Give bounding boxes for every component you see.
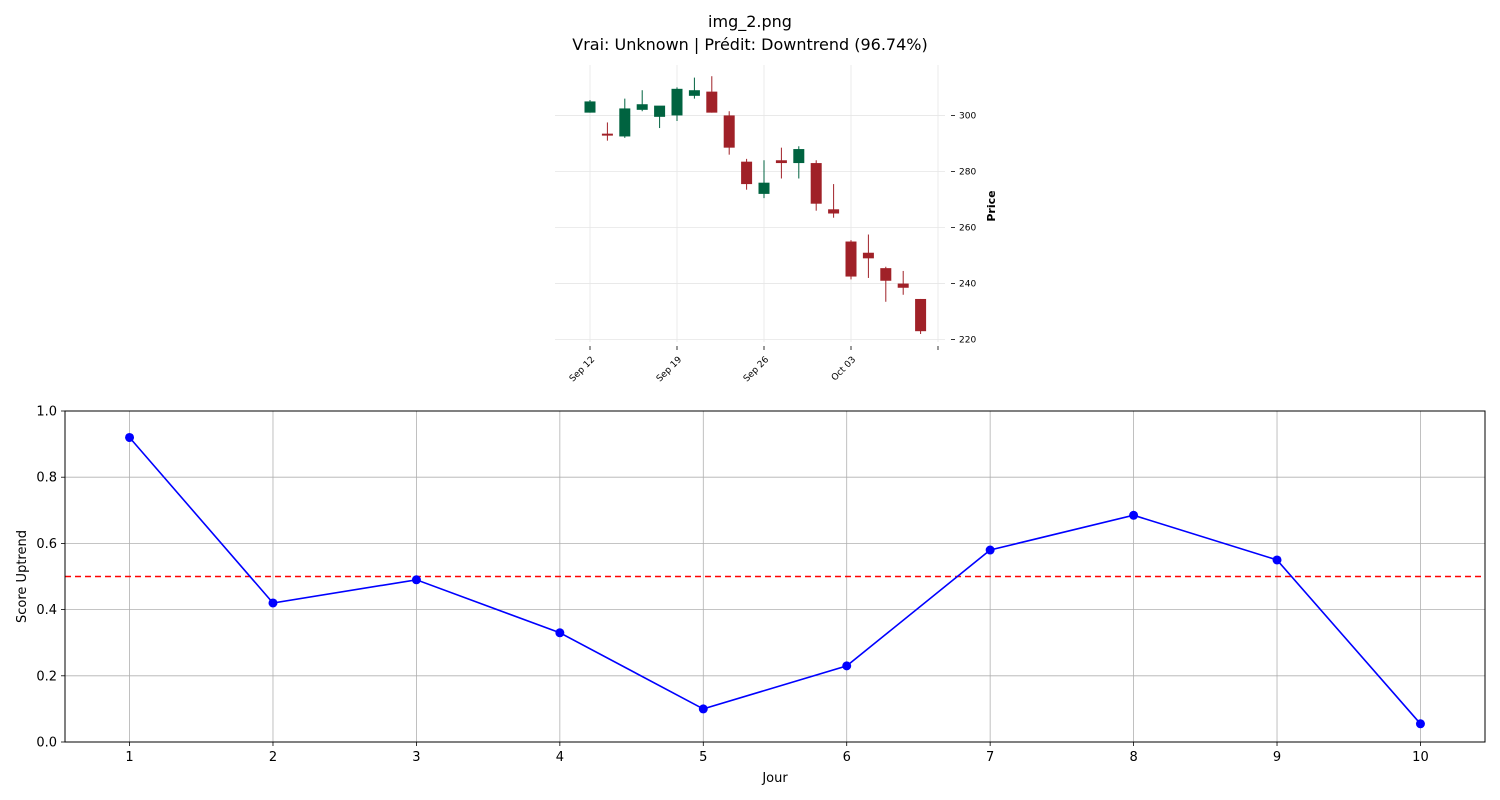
candle-body (671, 88, 683, 116)
score-xtick-label: 2 (269, 750, 277, 765)
candle-ytick-label: 300 (959, 111, 976, 121)
score-xtick-label: 8 (1129, 750, 1137, 765)
candle-xtick-label: Sep 19 (655, 355, 684, 384)
score-data-point (1272, 555, 1282, 565)
score-ytick-label: 0.2 (36, 669, 57, 684)
candle-body (880, 268, 892, 281)
candle-body (758, 182, 770, 194)
score-xlabel: Jour (761, 771, 788, 786)
candle-xtick-label: Sep 26 (742, 355, 771, 384)
candle-body (897, 283, 909, 288)
candle-ytick-label: 240 (959, 280, 976, 290)
candle-body (741, 161, 753, 185)
score-xtick-label: 3 (412, 750, 420, 765)
score-xtick-label: 4 (556, 750, 564, 765)
candle-body (845, 241, 857, 277)
candle-xtick-label: Oct 03 (830, 355, 858, 383)
score-xtick-label: 1 (125, 750, 133, 765)
score-data-point (411, 575, 421, 585)
score-xtick-label: 6 (843, 750, 851, 765)
score-ytick-label: 1.0 (36, 405, 57, 420)
candle-body (706, 91, 718, 113)
score-ytick-label: 0.6 (36, 537, 57, 552)
candle-ytick-label: 260 (959, 224, 976, 234)
candle-body (915, 298, 927, 332)
score-plot-frame (64, 410, 1486, 743)
score-xtick-label: 5 (699, 750, 707, 765)
score-ytick-label: 0.0 (36, 736, 57, 751)
candle-ytick-label: 280 (959, 167, 976, 177)
score-ytick-label: 0.8 (36, 471, 57, 486)
candle-body (654, 105, 666, 117)
candle-body (619, 108, 631, 137)
score-data-point (125, 432, 135, 442)
candle-body (688, 90, 700, 96)
score-data-point (1129, 510, 1139, 520)
candle-body (793, 149, 805, 164)
score-ylabel: Score Uptrend (15, 530, 30, 623)
score-data-point (842, 661, 852, 671)
candle-body (775, 160, 787, 164)
score-xtick-label: 9 (1273, 750, 1281, 765)
score-data-point (268, 598, 278, 608)
score-ytick-label: 0.4 (36, 603, 57, 618)
candlestick-chart: 220 240 260 280 300 Price Sep 12 Sep 19 Sep 26 Oc… (555, 65, 998, 384)
candle-ytick-label: 220 (959, 336, 976, 346)
candle-body (584, 101, 596, 113)
candle-body (862, 252, 874, 259)
score-series-line (128, 436, 1422, 725)
candle-xtick-label: Sep 12 (568, 355, 597, 384)
score-xtick-label: 10 (1412, 750, 1429, 765)
score-line-chart: 1 2 3 4 5 6 7 8 9 10 0.0 0.2 0.4 0.6 0.8 1.0 Jour Score U… (15, 405, 1486, 786)
candle-body (723, 115, 735, 148)
score-data-point (555, 628, 565, 638)
candle-body (828, 209, 840, 214)
candle-ylabel: Price (985, 190, 998, 221)
figure-title: img_2.png (708, 12, 792, 31)
score-data-point (985, 545, 995, 555)
score-data-point (698, 704, 708, 714)
candle-body (601, 133, 613, 136)
candle-body (636, 104, 648, 110)
figure-subtitle: Vrai: Unknown | Prédit: Downtrend (96.74… (572, 35, 928, 54)
score-xtick-label: 7 (986, 750, 994, 765)
score-data-point (1415, 719, 1425, 729)
candle-body (810, 163, 822, 204)
